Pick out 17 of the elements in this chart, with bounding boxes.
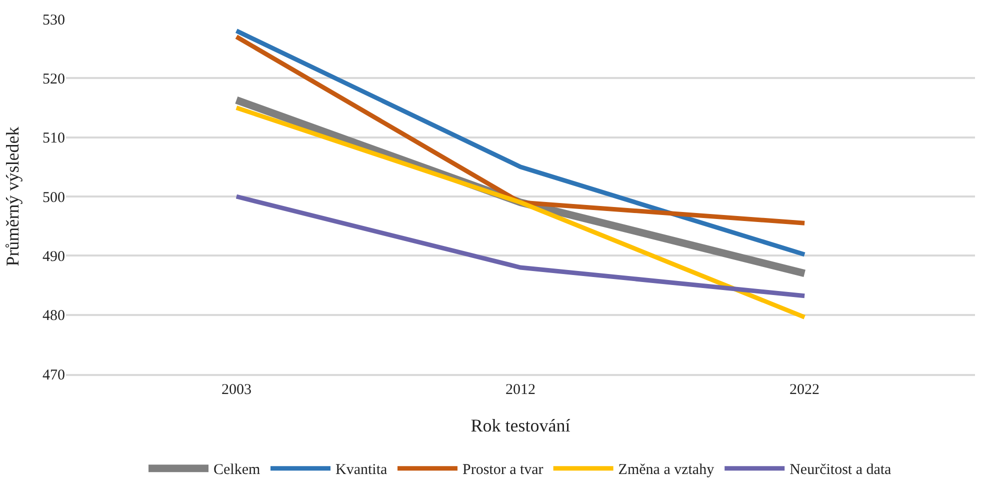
y-tick-label: 500 (42, 190, 65, 206)
y-tick-label: 510 (42, 130, 65, 147)
x-axis-title: Rok testování (470, 415, 570, 436)
y-tick-label: 480 (42, 308, 65, 324)
legend-label: Celkem (214, 462, 260, 478)
legend-label: Změna a vztahy (618, 462, 715, 478)
y-tick-label: 530 (42, 12, 65, 28)
x-tick-label: 2003 (221, 382, 252, 398)
x-tick-label: 2022 (790, 382, 820, 398)
y-tick-label: 470 (42, 367, 65, 384)
legend-label: Neurčitost a data (790, 462, 892, 478)
x-tick-label: 2012 (506, 382, 536, 398)
legend-label: Kvantita (335, 462, 388, 478)
y-axis-title: Průměrný výsledek (2, 126, 23, 266)
y-tick-label: 490 (42, 248, 65, 265)
legend-label: Prostor a tvar (462, 462, 544, 478)
y-tick-label: 520 (42, 71, 65, 88)
